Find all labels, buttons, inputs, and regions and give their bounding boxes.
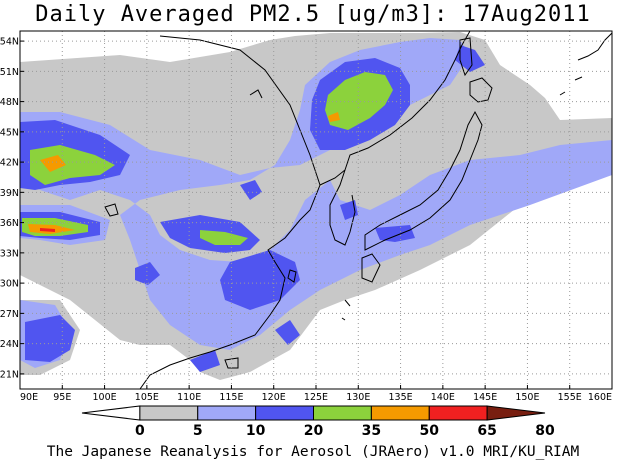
- lat-tick-labels: 21N 24N 27N 30N 33N 36N 39N 42N 45N 48N 51N 54N: [0, 37, 24, 380]
- lon-tick-labels: 90E 95E 100E 105E 110E 115E 120E 125E 130E 135E 14…: [19, 385, 613, 403]
- lon-tick-label: 110E: [177, 392, 201, 403]
- lat-tick-label: 21N: [0, 369, 19, 380]
- lat-tick-label: 33N: [0, 248, 19, 259]
- colorbar-swatch: [428, 405, 488, 421]
- lon-tick-label: 100E: [93, 392, 117, 403]
- lat-tick-label: 27N: [0, 309, 19, 320]
- lon-tick-label: 135E: [389, 392, 413, 403]
- lat-tick-label: 30N: [0, 279, 19, 290]
- lat-tick-label: 24N: [0, 339, 19, 350]
- lon-tick-label: 120E: [262, 392, 286, 403]
- colorbar-swatch: [370, 405, 430, 421]
- contour-65-80: [40, 228, 55, 232]
- lat-tick-label: 48N: [0, 97, 19, 108]
- colorbar-swatch: [313, 405, 372, 421]
- colorbar-swatch: [486, 405, 546, 421]
- lon-tick-label: 160E: [588, 392, 612, 403]
- coastlines: [104, 31, 612, 389]
- colorbar-swatch: [139, 405, 199, 421]
- colorbar-level-label: 50: [420, 423, 440, 439]
- colorbar-level-label: 35: [362, 423, 381, 439]
- colorbar-swatch: [81, 405, 141, 421]
- colorbar-level-label: 20: [304, 423, 324, 439]
- lon-tick-label: 145E: [473, 392, 497, 403]
- lon-tick-label: 95E: [53, 392, 71, 403]
- colorbar-swatch: [197, 405, 257, 421]
- lon-tick-label: 130E: [346, 392, 370, 403]
- colorbar-level-label: 5: [193, 423, 203, 439]
- colorbar-level-label: 65: [477, 423, 496, 439]
- map-title: Daily Averaged PM2.5 [ug/m3]: 17Aug2011: [35, 2, 591, 27]
- lon-tick-label: 115E: [219, 392, 243, 403]
- lat-tick-label: 45N: [0, 127, 19, 138]
- colorbar: 0 5 10 20 35 50 65 80: [81, 405, 555, 439]
- colorbar-level-label: 10: [246, 423, 266, 439]
- colorbar-level-label: 0: [135, 423, 145, 439]
- lon-tick-label: 155E: [558, 392, 582, 403]
- map-grid: [20, 31, 612, 389]
- lon-tick-label: 140E: [431, 392, 455, 403]
- colorbar-swatch: [255, 405, 314, 421]
- footer-credit: The Japanese Reanalysis for Aerosol (JRA…: [46, 444, 580, 460]
- lon-tick-label: 90E: [20, 392, 38, 403]
- lat-tick-label: 39N: [0, 188, 19, 199]
- lat-tick-label: 54N: [0, 37, 19, 48]
- colorbar-level-label: 80: [535, 423, 555, 439]
- lon-tick-label: 105E: [135, 392, 159, 403]
- lat-tick-label: 51N: [0, 67, 19, 78]
- lat-tick-label: 42N: [0, 158, 19, 169]
- lon-tick-label: 125E: [304, 392, 328, 403]
- lon-tick-label: 150E: [515, 392, 539, 403]
- lat-tick-label: 36N: [0, 218, 19, 229]
